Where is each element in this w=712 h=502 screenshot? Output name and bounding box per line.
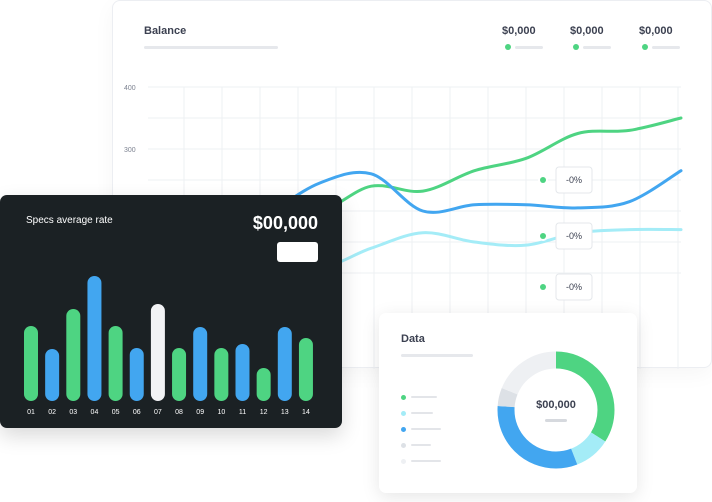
tooltip-box (555, 273, 593, 301)
bar-category-label: 08 (175, 409, 183, 416)
tooltip-text: -0% (566, 175, 582, 185)
balance-stat-3: $0,000 (639, 25, 683, 50)
data-card: Data $00,000 (379, 313, 637, 493)
specs-action-button[interactable] (277, 242, 318, 262)
stat-dot-icon (642, 44, 648, 50)
balance-stat-1: $0,000 (502, 25, 546, 50)
bar-category-label: 01 (27, 409, 35, 416)
balance-title: Balance (144, 25, 187, 37)
bar (214, 348, 229, 401)
legend-label-placeholder (411, 444, 431, 446)
bar-category-label: 07 (154, 409, 162, 416)
tooltip-text: -0% (566, 231, 582, 241)
bar (298, 338, 313, 401)
bar (129, 348, 144, 401)
legend-dot-icon (401, 411, 406, 416)
specs-title: Specs average rate (26, 215, 113, 226)
bar-category-label: 12 (260, 409, 268, 416)
tooltip-text: -0% (566, 282, 582, 292)
legend-label-placeholder (411, 396, 437, 398)
bar-category-label: 04 (91, 409, 99, 416)
bar (193, 327, 208, 401)
bar (24, 326, 38, 401)
bar (172, 348, 187, 401)
donut-slice (497, 351, 615, 469)
donut-chart (497, 351, 615, 469)
specs-bar-chart: 01 02 03 04 05 06 07 08 09 10 11 12 13 14 (24, 276, 313, 416)
stat-line-placeholder (583, 46, 611, 49)
legend-dot-icon (401, 459, 406, 464)
bar-category-label: 02 (48, 409, 56, 416)
tooltip-marker-dot (540, 233, 546, 239)
tooltip-box (555, 166, 593, 194)
donut-slice (497, 351, 615, 469)
balance-stat-2: $0,000 (570, 25, 614, 50)
tooltip: -0% (538, 222, 593, 250)
legend-dot-icon (401, 427, 406, 432)
bar-category-label: 09 (196, 409, 204, 416)
legend-dot-icon (401, 443, 406, 448)
y-tick-label: 400 (124, 85, 136, 92)
stat-value: $0,000 (502, 25, 536, 37)
bar (108, 326, 123, 401)
data-subtitle-placeholder (401, 354, 473, 357)
data-title: Data (401, 333, 425, 345)
stat-value: $0,000 (570, 25, 604, 37)
bar-category-label: 14 (302, 409, 310, 416)
tooltip-marker-dot (540, 284, 546, 290)
bar-category-label: 03 (69, 409, 77, 416)
legend-label-placeholder (411, 428, 441, 430)
stat-dot-icon (505, 44, 511, 50)
bar (66, 309, 81, 401)
stat-line-placeholder (515, 46, 543, 49)
balance-subtitle-placeholder (144, 46, 278, 49)
donut-center-value: $00,000 (536, 399, 576, 411)
bar (150, 304, 165, 401)
bar-category-label: 13 (281, 409, 289, 416)
bar (87, 276, 102, 401)
stat-dot-icon (573, 44, 579, 50)
legend-label-placeholder (411, 460, 441, 462)
stat-value: $0,000 (639, 25, 673, 37)
bar-category-label: 05 (112, 409, 120, 416)
specs-card: 01 02 03 04 05 06 07 08 09 10 11 12 13 14 Specs avera… (0, 195, 342, 428)
bar (45, 349, 60, 401)
bar-category-label: 06 (133, 409, 141, 416)
tooltip: -0% (538, 166, 593, 194)
tooltip-box (555, 222, 593, 250)
y-tick-label: 300 (124, 147, 136, 154)
tooltip-marker-dot (540, 177, 546, 183)
bar (256, 368, 271, 401)
tooltip: -0% (538, 273, 593, 301)
bar-category-label: 11 (239, 409, 246, 416)
donut-label-placeholder (545, 419, 567, 422)
bar (235, 344, 250, 401)
stat-line-placeholder (652, 46, 680, 49)
legend-dot-icon (401, 395, 406, 400)
specs-value: $00,000 (252, 213, 318, 233)
bar-category-label: 10 (217, 409, 225, 416)
legend-label-placeholder (411, 412, 433, 414)
bar (277, 327, 292, 401)
